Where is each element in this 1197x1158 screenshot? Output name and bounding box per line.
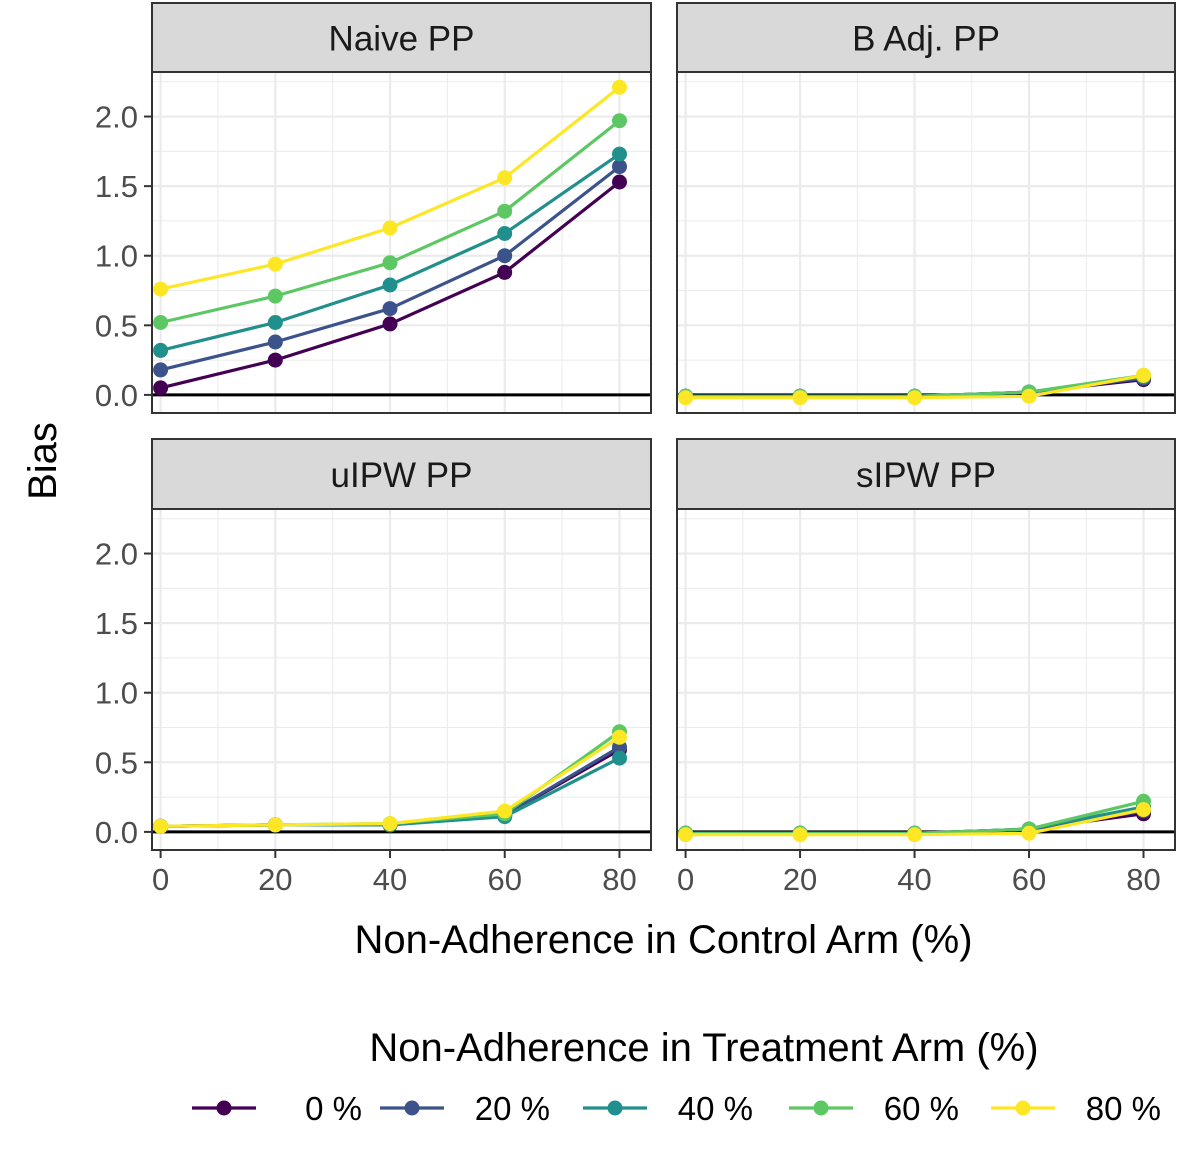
y-tick-label: 0.5 xyxy=(95,308,138,343)
x-tick-label: 40 xyxy=(373,862,407,897)
x-tick-label: 40 xyxy=(897,862,931,897)
data-point xyxy=(612,79,627,95)
facet-title: sIPW PP xyxy=(856,456,996,495)
x-tick-label: 60 xyxy=(1012,862,1046,897)
data-point xyxy=(907,827,923,843)
data-point xyxy=(267,256,283,272)
x-tick-label: 80 xyxy=(602,862,636,897)
data-point xyxy=(612,146,627,162)
data-point xyxy=(612,113,627,129)
x-tick-label: 60 xyxy=(487,862,521,897)
legend-key-point xyxy=(216,1100,232,1116)
x-tick-label: 80 xyxy=(1126,862,1160,897)
data-point xyxy=(1021,825,1037,841)
plot-background xyxy=(677,509,1175,850)
y-tick-label: 0.5 xyxy=(95,745,138,780)
legend-key-point xyxy=(404,1100,420,1116)
legend-label: 80 % xyxy=(1086,1090,1161,1127)
data-point xyxy=(382,255,398,271)
facet-title: uIPW PP xyxy=(331,456,473,495)
facet-title: B Adj. PP xyxy=(852,20,1000,59)
legend-label: 0 % xyxy=(305,1090,362,1127)
data-point xyxy=(267,817,283,833)
data-point xyxy=(497,803,513,819)
data-point xyxy=(382,277,398,293)
data-point xyxy=(153,281,169,297)
facet-title: Naive PP xyxy=(329,20,475,59)
panel-border xyxy=(151,71,652,414)
panel-border xyxy=(151,508,652,851)
y-tick-label: 2.0 xyxy=(95,537,138,572)
panel-border xyxy=(676,508,1176,851)
y-tick-label: 0.0 xyxy=(95,815,138,850)
y-tick-label: 1.0 xyxy=(95,676,138,711)
y-axis-title: Bias xyxy=(21,422,65,500)
plot-background xyxy=(677,72,1175,413)
legend-label: 60 % xyxy=(884,1090,959,1127)
y-tick-label: 0.0 xyxy=(95,378,138,413)
data-point xyxy=(153,362,169,378)
x-tick-label: 20 xyxy=(783,862,817,897)
y-tick-label: 2.0 xyxy=(95,100,138,135)
data-point xyxy=(792,390,808,406)
data-point xyxy=(497,248,513,264)
data-point xyxy=(267,352,283,368)
legend-label: 40 % xyxy=(678,1090,753,1127)
facet-strip xyxy=(151,438,652,510)
data-point xyxy=(382,220,398,236)
data-point xyxy=(153,818,169,834)
data-point xyxy=(153,315,169,330)
data-point xyxy=(497,203,513,219)
x-axis-title: Non-Adherence in Control Arm (%) xyxy=(354,918,972,962)
x-tick-label: 0 xyxy=(677,862,694,897)
x-tick-label: 20 xyxy=(258,862,292,897)
legend-title: Non-Adherence in Treatment Arm (%) xyxy=(369,1026,1038,1070)
data-point xyxy=(612,750,627,766)
y-tick-label: 1.0 xyxy=(95,239,138,274)
data-point xyxy=(497,170,513,186)
data-point xyxy=(1136,367,1151,383)
data-point xyxy=(678,827,694,843)
y-tick-label: 1.5 xyxy=(95,169,138,204)
facet-strip xyxy=(676,2,1176,73)
data-point xyxy=(1136,802,1151,818)
legend-key-point xyxy=(1015,1100,1031,1116)
data-point xyxy=(612,159,627,175)
data-point xyxy=(907,390,923,406)
facet-strip xyxy=(676,438,1176,510)
data-point xyxy=(678,390,694,406)
data-point xyxy=(267,334,283,350)
panel-border xyxy=(676,71,1176,414)
plot-background xyxy=(152,509,651,850)
x-tick-label: 0 xyxy=(152,862,169,897)
data-point xyxy=(612,729,627,745)
data-point xyxy=(497,264,513,280)
legend-key-point xyxy=(607,1100,623,1116)
data-point xyxy=(382,816,398,832)
data-point xyxy=(1021,388,1037,404)
data-point xyxy=(497,226,513,241)
data-point xyxy=(267,288,283,304)
y-tick-label: 1.5 xyxy=(95,606,138,641)
data-point xyxy=(612,174,627,190)
data-point xyxy=(153,380,169,396)
legend-key-point xyxy=(813,1100,829,1116)
data-point xyxy=(382,316,398,332)
data-point xyxy=(153,342,169,358)
data-point xyxy=(382,301,398,317)
data-point xyxy=(792,827,808,843)
data-point xyxy=(267,315,283,330)
legend-label: 20 % xyxy=(475,1090,550,1127)
facet-strip xyxy=(151,2,652,73)
